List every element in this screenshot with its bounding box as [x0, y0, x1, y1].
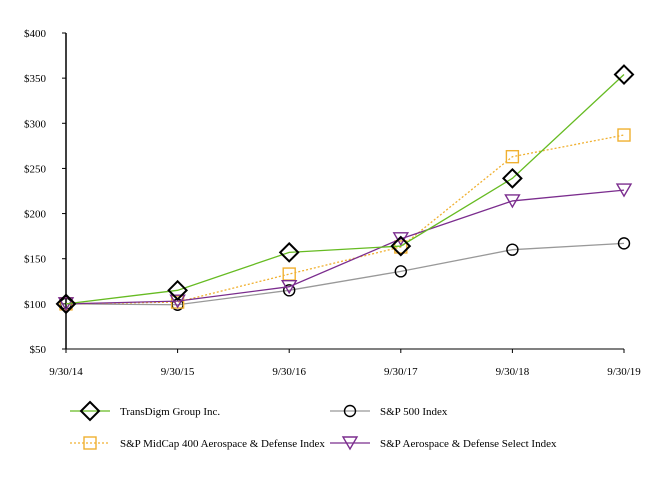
legend-label: S&P Aerospace & Defense Select Index — [380, 438, 557, 450]
legend-marker — [79, 400, 101, 422]
data-point-3 — [392, 232, 410, 247]
y-tick-label: $250 — [24, 163, 47, 175]
y-tick-label: $400 — [24, 28, 47, 40]
legend-marker — [341, 436, 359, 451]
y-tick-label: $200 — [24, 209, 47, 221]
series-line-3 — [65, 189, 625, 305]
x-tick-label: 9/30/14 — [49, 366, 83, 378]
series-line-1 — [65, 242, 625, 306]
data-point-0 — [613, 64, 635, 85]
y-tick-label: $300 — [24, 118, 47, 130]
x-tick-label: 9/30/16 — [272, 366, 306, 378]
data-point-3 — [615, 183, 633, 198]
data-point-1 — [283, 284, 296, 297]
y-tick-label: $150 — [24, 254, 47, 266]
series-line-2 — [65, 134, 625, 305]
data-point-1 — [506, 243, 519, 256]
data-point-0 — [55, 293, 77, 315]
data-point-3 — [504, 194, 521, 209]
data-point-0 — [501, 167, 523, 189]
y-tick-label: $350 — [24, 73, 47, 85]
data-point-2 — [617, 128, 631, 142]
data-point-2 — [282, 267, 296, 281]
data-point-0 — [278, 241, 300, 263]
y-tick-label: $100 — [24, 299, 47, 311]
y-tick-label: $50 — [30, 344, 47, 356]
series-line-0 — [65, 74, 625, 305]
data-point-1 — [617, 237, 631, 250]
data-point-3 — [169, 294, 186, 309]
legend-label: S&P 500 Index — [380, 406, 448, 418]
legend-label: S&P MidCap 400 Aerospace & Defense Index — [120, 438, 325, 450]
x-tick-label: 9/30/19 — [607, 366, 641, 378]
data-point-3 — [280, 280, 298, 295]
data-point-0 — [390, 235, 412, 257]
x-tick-label: 9/30/17 — [384, 366, 418, 378]
data-point-0 — [167, 279, 189, 301]
legend-marker — [343, 404, 357, 418]
legend-marker — [83, 436, 97, 450]
data-point-2 — [505, 149, 520, 164]
data-point-1 — [394, 265, 407, 278]
x-tick-label: 9/30/18 — [496, 366, 530, 378]
x-tick-label: 9/30/15 — [161, 366, 195, 378]
legend-label: TransDigm Group Inc. — [120, 406, 220, 418]
